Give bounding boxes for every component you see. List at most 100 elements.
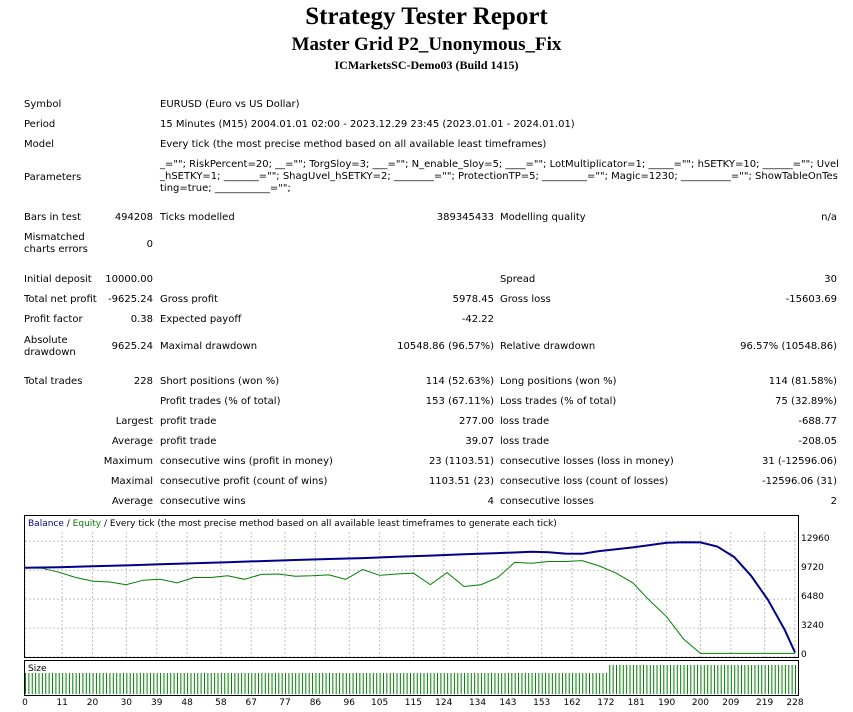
legend-separator: / [63,519,73,529]
average-loss-label: loss trade [500,436,550,447]
bars-value: 494208 [114,212,153,223]
average-profit-label: profit trade [160,436,217,447]
gross-profit-value: 5978.45 [452,294,494,305]
maximum-label: Maximum [103,456,153,467]
total-trades-value: 228 [133,376,153,387]
rel-drawdown-value: 96.57% (10548.86) [740,341,837,352]
largest-profit-label: profit trade [160,416,217,427]
loss-trades-label: Loss trades (% of total) [500,396,617,407]
y-tick-label-0: 12960 [801,534,830,545]
series-line-balance [24,541,796,653]
gross-profit-label: Gross profit [160,294,218,305]
parameters-value: _=""; RiskPercent=20; __=""; TorgSloy=3;… [160,159,839,194]
long-positions-label: Long positions (won %) [500,376,617,387]
x-tick-label-8: 77 [279,698,291,708]
y-tick-label-4: 0 [801,650,807,660]
x-tick-label-16: 153 [533,698,551,708]
x-tick-label-1: 11 [56,698,68,708]
ticks-value: 389345433 [436,212,494,223]
y-tick-label-1: 9720 [801,563,824,574]
spread-value: 30 [824,274,837,285]
average-profit-value: 39.07 [465,436,494,447]
profit-factor-value: 0.38 [130,314,153,325]
size-bars [25,665,796,694]
mismatch-value: 0 [146,239,153,250]
max-consec-losses-value: 31 (-12596.06) [761,456,837,467]
maximal-consec-profit-label: consecutive profit (count of wins) [160,476,328,487]
largest-profit-value: 277.00 [459,416,494,427]
mismatch-label: Mismatched charts errors [24,232,88,255]
long-positions-value: 114 (81.58%) [768,376,837,387]
largest-loss-value: -688.77 [798,416,837,427]
period-label: Period [24,119,56,130]
abs-drawdown-value: 9625.24 [111,341,153,352]
net-profit-value: -9625.24 [108,294,153,305]
average2-label: Average [111,496,153,507]
y-tick-label-3: 3240 [801,621,824,632]
x-tick-label-19: 181 [627,698,645,708]
rel-drawdown-label: Relative drawdown [500,341,596,352]
x-tick-label-11: 105 [371,698,389,708]
gross-loss-value: -15603.69 [785,294,837,305]
avg-consec-wins-label: consecutive wins [160,496,246,507]
symbol-label: Symbol [24,99,62,110]
average-loss-value: -208.05 [798,436,837,447]
x-tick-label-20: 190 [658,698,676,708]
chart-plot [24,532,796,658]
x-tick-label-14: 134 [468,698,487,708]
deposit-value: 10000.00 [105,274,153,285]
size-label: Size [28,664,47,674]
max-drawdown-value: 10548.86 (96.57%) [397,341,494,352]
x-tick-label-9: 86 [309,698,322,708]
symbol-value: EURUSD (Euro vs US Dollar) [160,99,300,110]
profit-factor-label: Profit factor [24,314,83,325]
quality-value: n/a [821,212,837,223]
x-tick-label-15: 143 [499,698,517,708]
x-tick-label-4: 39 [150,698,163,708]
abs-drawdown-label: Absolute drawdown [24,335,76,358]
ticks-label: Ticks modelled [160,212,235,223]
x-tick-label-17: 162 [563,698,581,708]
model-value: Every tick (the most precise method base… [160,139,547,150]
x-tick-label-13: 124 [435,698,453,708]
spread-label: Spread [500,274,536,285]
x-tick-label-22: 209 [722,698,740,708]
average-label: Average [111,436,153,447]
parameters-label: Parameters [24,172,82,183]
x-tick-label-12: 115 [404,698,422,708]
loss-trades-value: 75 (32.89%) [775,396,837,407]
legend-equity: Equity [72,519,102,529]
maximal-consec-profit-value: 1103.51 (23) [428,476,494,487]
size-panel [24,660,799,696]
quality-label: Modelling quality [500,212,586,223]
deposit-label: Initial deposit [24,274,92,285]
x-tick-label-5: 48 [181,698,193,708]
maximal-label: Maximal [110,476,153,487]
expert-name: Master Grid P2_Unonymous_Fix [291,34,562,55]
x-tick-label-6: 58 [215,698,227,708]
x-tick-label-2: 20 [86,698,99,708]
x-tick-label-7: 67 [245,698,257,708]
short-positions-value: 114 (52.63%) [425,376,494,387]
x-tick-label-24: 228 [786,698,804,708]
x-tick-label-21: 200 [691,698,710,708]
y-tick-label-2: 6480 [801,592,824,603]
legend-balance: Balance [28,519,64,529]
short-positions-label: Short positions (won %) [160,376,280,387]
x-tick-label-0: 0 [22,698,28,708]
largest-label: Largest [115,416,153,427]
max-drawdown-label: Maximal drawdown [160,341,258,352]
avg-consec-losses-label: consecutive losses [500,496,594,507]
largest-loss-label: loss trade [500,416,550,427]
legend-description: / Every tick (the most precise method ba… [101,519,557,529]
chart-legend: Balance / Equity / Every tick (the most … [28,519,557,529]
server-build: ICMarketsSC-Demo03 (Build 1415) [334,58,519,72]
gross-loss-label: Gross loss [500,294,551,305]
profit-trades-value: 153 (67.11%) [425,396,494,407]
bars-label: Bars in test [24,212,81,223]
expected-payoff-value: -42.22 [461,314,494,325]
avg-consec-losses-value: 2 [830,496,837,507]
x-tick-label-18: 172 [597,698,615,708]
series-line-equity [24,560,795,654]
x-tick-label-23: 219 [756,698,774,708]
